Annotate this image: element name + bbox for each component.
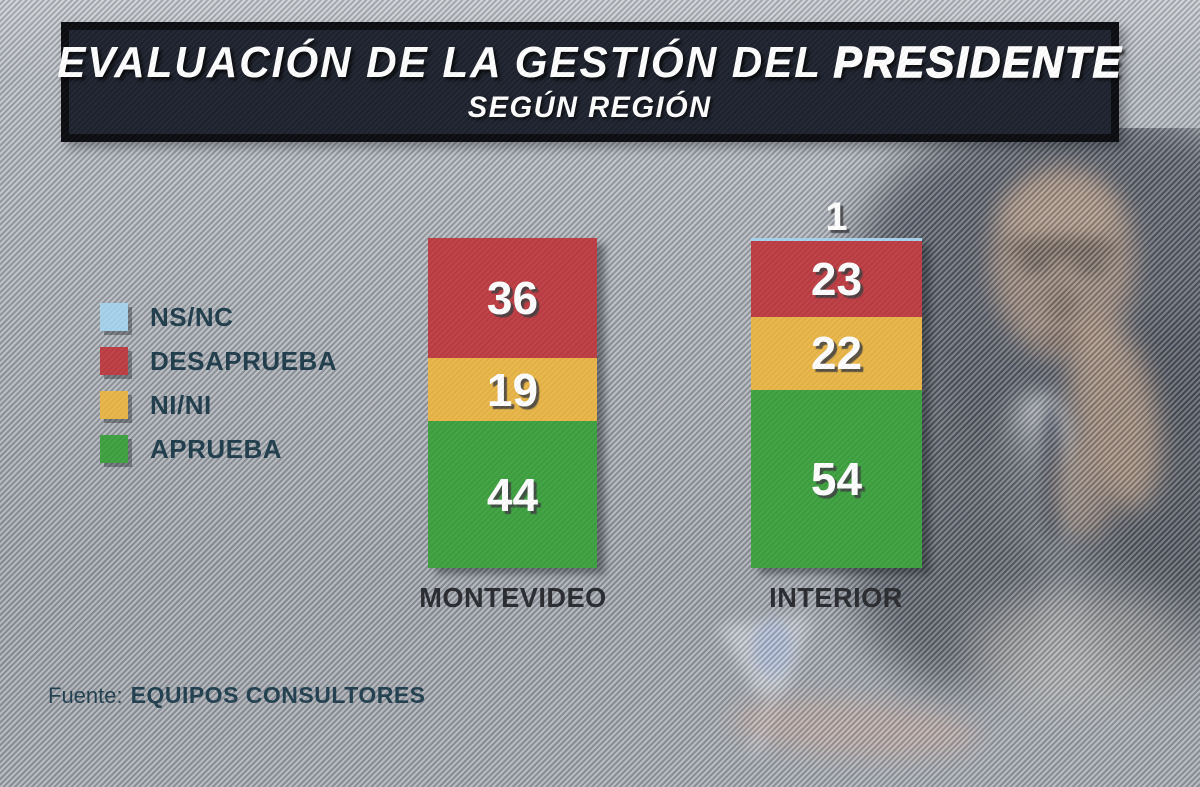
source-prefix: Fuente: — [48, 683, 123, 708]
category-label-montevideo: MONTEVIDEO — [419, 582, 607, 613]
bar-segment-aprueba: 54 — [751, 389, 922, 568]
photo-water-glass — [718, 615, 812, 756]
bar-value-label: 22 — [810, 327, 863, 380]
legend-label: NI/NI — [150, 389, 212, 420]
bar-value-label: 44 — [486, 468, 539, 521]
photo-forearm — [730, 699, 980, 757]
category-label-interior: INTERIOR — [769, 582, 903, 613]
source-name: EQUIPOS CONSULTORES — [130, 682, 426, 708]
chart-title: EVALUACIÓN DE LA GESTIÓN DEL PRESIDENTE — [57, 37, 1123, 87]
title-emphasis: PRESIDENTE — [833, 37, 1123, 87]
legend-label: NS/NC — [150, 301, 234, 332]
bar-value-label-outside: 1 — [825, 195, 848, 239]
bar-segment-aprueba: 44 — [428, 421, 597, 568]
legend: NS/NC DESAPRUEBA NI/NI APRUEBA — [100, 301, 338, 464]
photo-lower-glow — [965, 588, 1195, 708]
legend-item-aprueba: APRUEBA — [100, 433, 337, 464]
photo-hand — [1055, 316, 1161, 538]
bar-segment-ni-ni: 19 — [428, 358, 597, 422]
legend-swatch — [100, 435, 128, 463]
photo-head — [990, 167, 1136, 357]
legend-swatch — [100, 303, 128, 331]
bar-value-label: 19 — [486, 363, 539, 416]
bar-segment-ns-nc — [751, 238, 922, 242]
legend-label: APRUEBA — [150, 433, 283, 464]
bar-value-label: 36 — [486, 272, 539, 324]
bar-montevideo: 36 19 44 — [428, 238, 597, 568]
bar-segment-desaprueba: 23 — [751, 241, 922, 318]
bar-segment-ni-ni: 22 — [751, 317, 922, 390]
legend-swatch — [100, 347, 128, 375]
legend-label: DESAPRUEBA — [150, 345, 338, 376]
bar-value-label: 23 — [810, 253, 863, 306]
legend-item-ns-nc: NS/NC — [100, 301, 337, 332]
legend-swatch — [100, 391, 128, 419]
bar-segment-desaprueba: 36 — [428, 238, 597, 358]
chart-subtitle: SEGÚN REGIÓN — [468, 91, 712, 125]
title-box: EVALUACIÓN DE LA GESTIÓN DEL PRESIDENTE S… — [57, 22, 1121, 142]
source-line: Fuente: EQUIPOS CONSULTORES — [48, 682, 426, 709]
bar-value-label: 54 — [810, 452, 863, 505]
legend-item-desaprueba: DESAPRUEBA — [100, 345, 338, 376]
bar-interior: 1 23 22 54 — [751, 197, 922, 568]
legend-item-ni-ni: NI/NI — [100, 389, 337, 420]
title-prefix: EVALUACIÓN DE LA GESTIÓN DEL — [57, 37, 823, 87]
